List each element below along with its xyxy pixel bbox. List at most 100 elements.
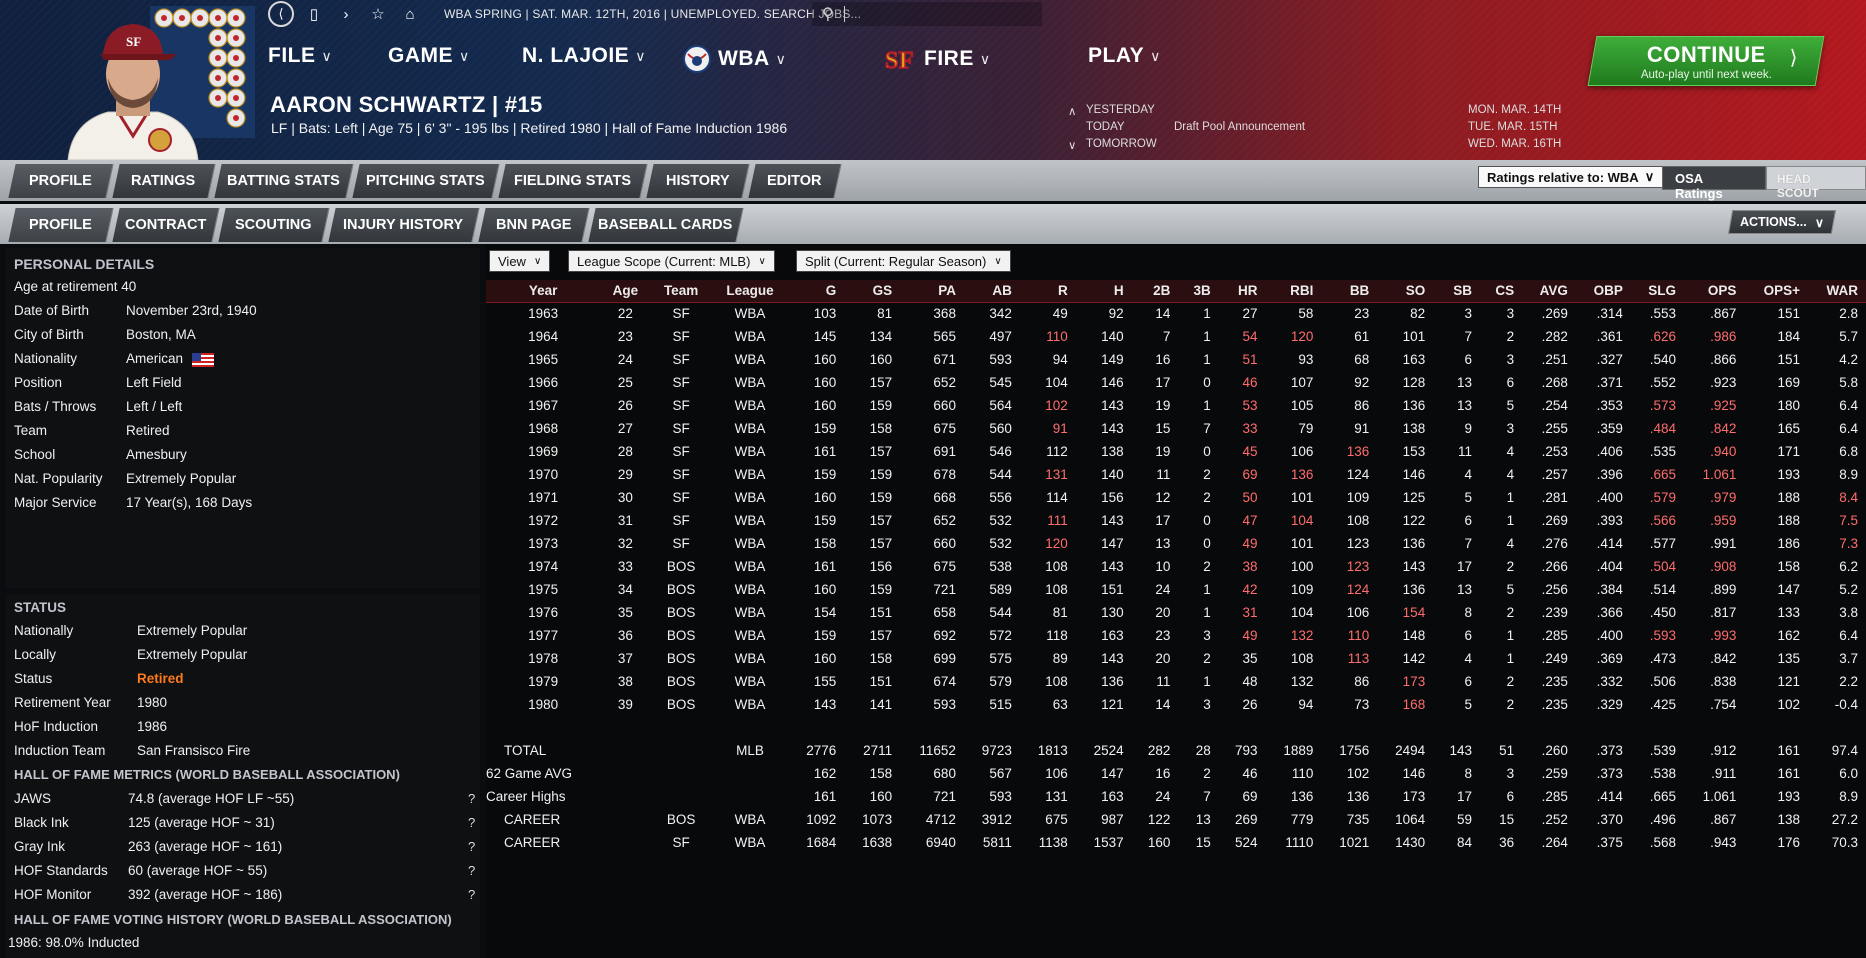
column-header-league[interactable]: League — [711, 280, 789, 303]
cell-team[interactable]: SF — [672, 490, 690, 505]
menu-league[interactable]: WBA ∨ — [682, 44, 786, 74]
cell-team[interactable]: SF — [672, 467, 690, 482]
tab-editor[interactable]: EDITOR — [748, 164, 842, 198]
split-dropdown[interactable]: Split (Current: Regular Season) ∨ — [796, 250, 1011, 272]
cell-team[interactable]: SF — [672, 513, 690, 528]
cell-team[interactable]: BOS — [666, 559, 696, 574]
column-header-hr[interactable]: HR — [1218, 280, 1266, 303]
cell-team[interactable]: SF — [672, 375, 690, 390]
subtab-scouting[interactable]: SCOUTING — [218, 208, 330, 242]
cell-team[interactable]: SF — [672, 444, 690, 459]
osa-ratings-toggle[interactable]: OSA Ratings — [1662, 166, 1766, 201]
cell-gs: 157 — [869, 536, 893, 551]
column-header-so[interactable]: SO — [1377, 280, 1434, 303]
column-header-team[interactable]: Team — [650, 280, 712, 303]
cell-pa: 11652 — [919, 743, 956, 758]
schedule-today-event[interactable]: Draft Pool Announcement — [1174, 121, 1306, 133]
subtab-profile[interactable]: PROFILE — [8, 208, 114, 242]
menu-file[interactable]: FILE ∨ — [268, 44, 332, 68]
schedule-today[interactable]: TODAY — [1086, 121, 1125, 133]
column-header-3b[interactable]: 3B — [1178, 280, 1219, 303]
cell-team[interactable]: BOS — [666, 697, 696, 712]
chevron-up-icon[interactable]: ∧ — [1068, 106, 1077, 118]
head-scout-toggle[interactable]: HEAD SCOUT — [1765, 166, 1866, 200]
cell-2b: 16 — [1155, 352, 1171, 367]
cell-team[interactable]: BOS — [666, 605, 696, 620]
cell-so: 173 — [1402, 789, 1426, 804]
subtab-injury-history[interactable]: INJURY HISTORY — [328, 208, 480, 242]
cell-team[interactable]: SF — [672, 352, 690, 367]
help-icon[interactable]: ? — [468, 887, 476, 902]
column-header-ops[interactable]: OPS+ — [1744, 280, 1809, 303]
help-icon[interactable]: ? — [468, 839, 476, 854]
continue-button[interactable]: CONTINUE Auto-play until next week. ⟩ — [1587, 36, 1825, 86]
help-icon[interactable]: ? — [468, 815, 476, 830]
view-dropdown[interactable]: View ∨ — [489, 250, 551, 272]
cell-team[interactable]: BOS — [666, 674, 696, 689]
column-header-g[interactable]: G — [788, 280, 845, 303]
star-icon[interactable]: ☆ — [371, 6, 385, 23]
schedule-tomorrow[interactable]: TOMORROW — [1086, 138, 1157, 150]
tab-fielding-stats[interactable]: FIELDING STATS — [498, 164, 648, 198]
column-header-gs[interactable]: GS — [844, 280, 901, 303]
ratings-relative-select[interactable]: Ratings relative to: WBA ∨ — [1478, 166, 1664, 188]
menu-play[interactable]: PLAY ∨ — [1088, 44, 1161, 68]
search-icon[interactable]: ⚲ — [822, 6, 834, 23]
column-header-slg[interactable]: SLG — [1630, 280, 1684, 303]
cell-team[interactable]: SF — [672, 536, 690, 551]
forward-icon[interactable]: › — [343, 5, 349, 23]
menu-game[interactable]: GAME ∨ — [388, 44, 470, 68]
column-header-pa[interactable]: PA — [900, 280, 964, 303]
column-header-bb[interactable]: BB — [1321, 280, 1378, 303]
tab-ratings[interactable]: RATINGS — [112, 164, 216, 198]
help-icon[interactable]: ? — [468, 791, 476, 806]
column-header-2b[interactable]: 2B — [1131, 280, 1179, 303]
league-scope-dropdown[interactable]: League Scope (Current: MLB) ∨ — [568, 250, 775, 272]
subtab-baseball-cards[interactable]: BASEBALL CARDS — [588, 208, 744, 242]
cell-hr: 35 — [1242, 651, 1258, 666]
menu-team[interactable]: SF FIRE ∨ — [884, 44, 991, 74]
cell-team[interactable]: BOS — [666, 582, 696, 597]
column-header-ops[interactable]: OPS — [1683, 280, 1745, 303]
breadcrumb[interactable]: WBA SPRING | SAT. MAR. 12TH, 2016 | UNEM… — [444, 7, 862, 21]
tab-pitching-stats[interactable]: PITCHING STATS — [352, 164, 500, 198]
tab-profile[interactable]: PROFILE — [8, 164, 114, 198]
cell-team[interactable]: SF — [672, 306, 690, 322]
column-header-r[interactable]: R — [1019, 280, 1076, 303]
cell-team[interactable]: SF — [672, 421, 690, 436]
home-icon[interactable]: ⌂ — [405, 5, 415, 23]
cell-team[interactable]: SF — [672, 398, 690, 413]
column-header-rbi[interactable]: RBI — [1265, 280, 1322, 303]
subtab-contract[interactable]: CONTRACT — [112, 208, 220, 242]
actions-button[interactable]: ACTIONS... ∨ — [1727, 210, 1837, 234]
column-header-year[interactable]: Year — [486, 280, 601, 303]
cell-team[interactable]: SF — [672, 329, 690, 344]
chevron-down-icon[interactable]: ∨ — [1068, 140, 1077, 152]
column-header-ab[interactable]: AB — [963, 280, 1020, 303]
cell-team[interactable]: SF — [672, 835, 690, 850]
cell-bb: 136 — [1346, 789, 1370, 804]
search-box[interactable]: ⚲ — [812, 2, 1042, 26]
cell-team[interactable]: BOS — [666, 628, 696, 643]
help-icon[interactable]: ? — [468, 863, 476, 878]
menu-manager[interactable]: N. LAJOIE ∨ — [522, 44, 646, 68]
back-icon[interactable]: ⟨ — [268, 1, 294, 27]
column-header-war[interactable]: WAR — [1808, 280, 1866, 303]
tab-batting-stats[interactable]: BATTING STATS — [214, 164, 354, 198]
column-header-obp[interactable]: OBP — [1575, 280, 1631, 303]
column-header-age[interactable]: Age — [600, 280, 651, 303]
subtab-bnn-page[interactable]: BNN PAGE — [478, 208, 590, 242]
search-input[interactable] — [843, 6, 994, 22]
page-icon[interactable]: ▯ — [309, 6, 319, 23]
column-header-cs[interactable]: CS — [1479, 280, 1523, 303]
column-header-avg[interactable]: AVG — [1522, 280, 1576, 303]
cell-g: 154 — [813, 605, 837, 620]
tab-history[interactable]: HISTORY — [646, 164, 750, 198]
column-header-h[interactable]: H — [1075, 280, 1132, 303]
cell-team — [651, 785, 712, 808]
cell-team[interactable]: BOS — [666, 812, 696, 827]
schedule-yesterday[interactable]: YESTERDAY — [1086, 104, 1155, 116]
column-header-sb[interactable]: SB — [1433, 280, 1480, 303]
cell-team[interactable]: BOS — [666, 651, 696, 666]
cell-3b: 1 — [1203, 306, 1211, 322]
